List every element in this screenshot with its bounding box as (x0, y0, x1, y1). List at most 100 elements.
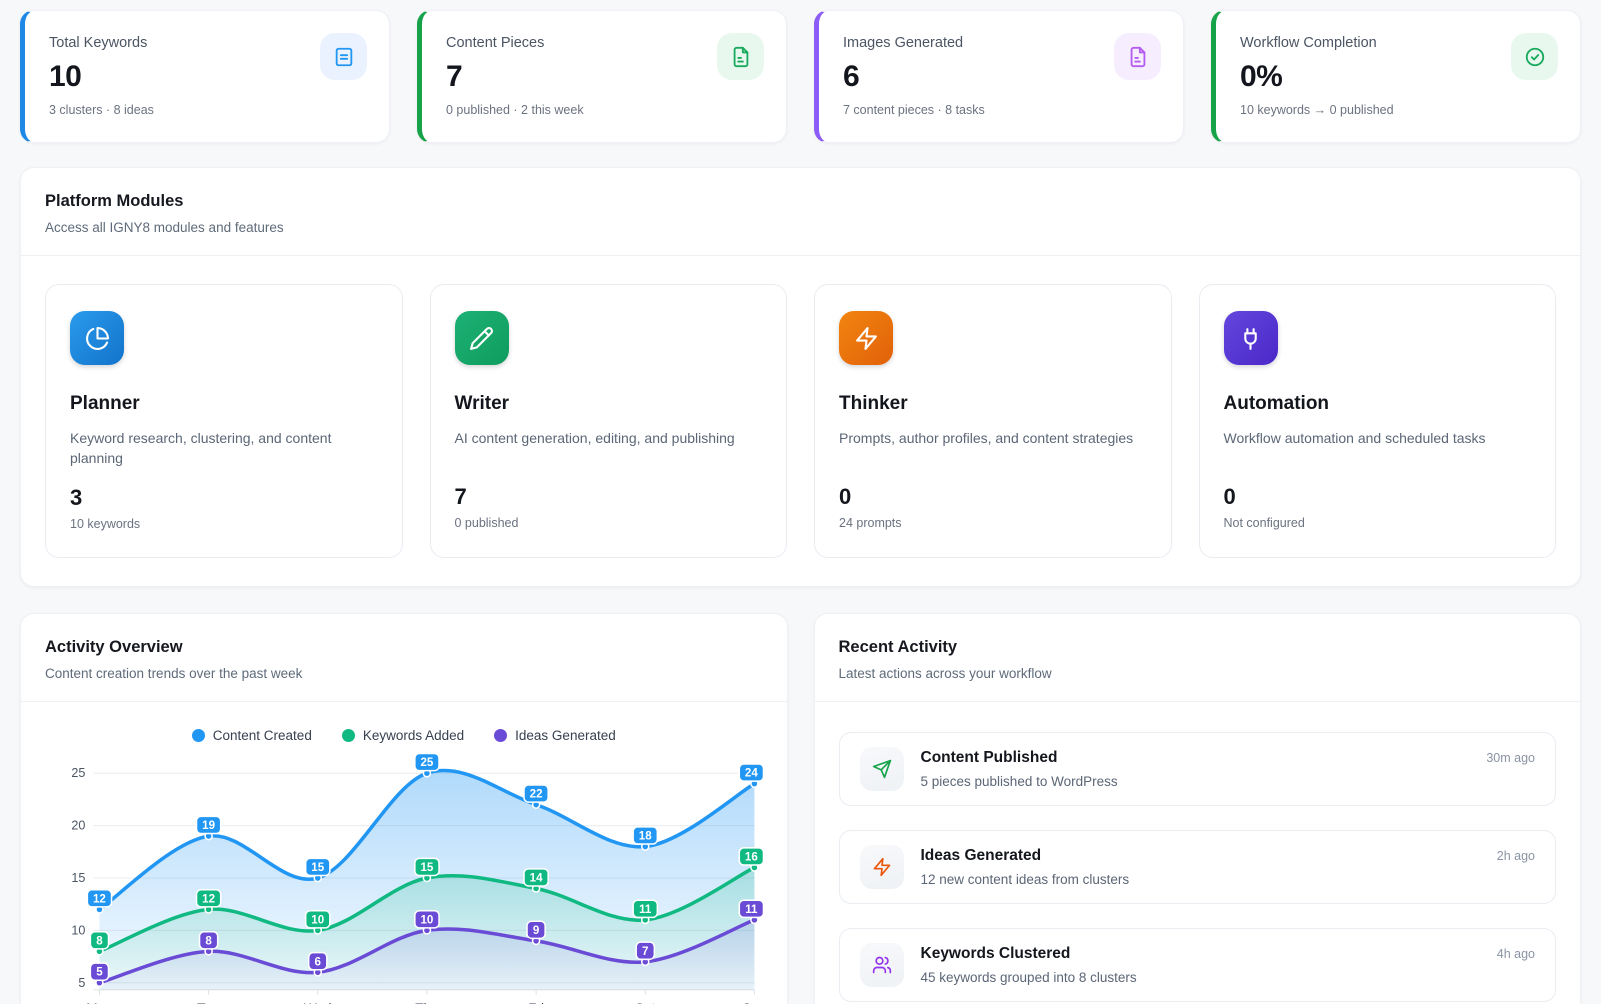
platform-modules-header: Platform Modules Access all IGNY8 module… (21, 168, 1580, 256)
legend-item[interactable]: Content Created (191, 727, 312, 743)
svg-text:6: 6 (315, 956, 322, 968)
activity-description: 12 new content ideas from clusters (920, 871, 1130, 887)
module-stat-value: 0 (839, 484, 852, 509)
activity-timestamp: 2h ago (1496, 848, 1535, 863)
svg-text:Sun: Sun (742, 1001, 764, 1004)
svg-text:20: 20 (71, 818, 85, 832)
stat-card-workflow-completion: Workflow Completion 0% 10 keywords → 0 p… (1211, 10, 1581, 143)
stats-row: Total Keywords 10 3 clusters · 8 ideas C… (20, 10, 1581, 143)
stat-value: 7 (446, 60, 463, 93)
legend-label: Keywords Added (362, 727, 465, 743)
legend-item[interactable]: Ideas Generated (494, 728, 616, 743)
recent-activity-header: Recent Activity Latest actions across yo… (814, 614, 1580, 702)
module-stat-label: 0 published (454, 516, 519, 530)
section-title: Recent Activity (838, 637, 958, 656)
legend-dot (341, 728, 355, 742)
stat-value: 10 (49, 60, 82, 93)
stat-label: Content Pieces (446, 35, 545, 51)
activity-title: Keywords Clustered (920, 944, 1071, 962)
notes-list-icon (320, 33, 367, 80)
svg-text:10: 10 (71, 923, 85, 937)
file-image-icon (1114, 33, 1161, 80)
lightning-icon (859, 844, 904, 889)
bottom-row: Activity Overview Content creation trend… (20, 612, 1581, 1004)
module-card-writer[interactable]: Writer AI content generation, editing, a… (429, 284, 787, 558)
svg-text:5: 5 (78, 975, 85, 989)
activity-description: 45 keywords grouped into 8 clusters (920, 969, 1137, 985)
module-card-planner[interactable]: Planner Keyword research, clustering, an… (45, 284, 403, 558)
svg-text:24: 24 (745, 767, 758, 779)
stat-value: 6 (843, 60, 860, 93)
recent-activity-panel: Recent Activity Latest actions across yo… (813, 612, 1581, 1004)
legend-item[interactable]: Keywords Added (341, 727, 465, 743)
svg-text:Tue: Tue (197, 1001, 220, 1004)
legend-dot (191, 728, 205, 742)
pie-chart-icon (70, 311, 124, 365)
section-subtitle: Content creation trends over the past we… (45, 665, 303, 681)
svg-text:12: 12 (93, 893, 106, 905)
stat-subtext: 10 keywords → 0 published (1240, 103, 1394, 117)
legend-label: Ideas Generated (515, 727, 616, 743)
stat-subtext: 7 content pieces · 8 tasks (843, 103, 985, 117)
module-description: Workflow automation and scheduled tasks (1223, 430, 1486, 446)
stat-card-images-generated: Images Generated 6 7 content pieces · 8 … (814, 10, 1184, 143)
svg-text:25: 25 (71, 766, 85, 780)
module-description: Prompts, author profiles, and content st… (839, 430, 1134, 446)
legend-label: Content Created (212, 727, 312, 743)
stat-subtext: 3 clusters · 8 ideas (49, 103, 154, 117)
section-title: Activity Overview (45, 637, 183, 656)
svg-text:14: 14 (530, 872, 543, 884)
plug-icon (1223, 311, 1278, 365)
module-stat-value: 7 (454, 484, 467, 509)
legend-dot (494, 728, 508, 742)
svg-text:12: 12 (202, 893, 215, 905)
activity-timestamp: 30m ago (1486, 750, 1535, 765)
module-stat-value: 3 (70, 484, 83, 510)
svg-text:18: 18 (639, 830, 652, 842)
section-title: Platform Modules (45, 192, 184, 210)
section-subtitle: Access all IGNY8 modules and features (45, 220, 284, 235)
module-name: Thinker (839, 393, 908, 414)
module-card-automation[interactable]: Automation Workflow automation and sched… (1198, 284, 1556, 558)
svg-text:10: 10 (420, 914, 433, 926)
module-description: AI content generation, editing, and publ… (454, 430, 735, 446)
stat-label: Total Keywords (49, 35, 148, 51)
svg-text:10: 10 (311, 914, 324, 926)
lightning-icon (839, 311, 893, 365)
svg-text:Wed: Wed (304, 1001, 332, 1004)
svg-text:15: 15 (71, 871, 85, 885)
check-circle-icon (1511, 33, 1558, 80)
svg-text:11: 11 (639, 903, 652, 915)
svg-text:Fri: Fri (528, 1001, 544, 1004)
pencil-icon (454, 311, 509, 365)
module-stat-label: Not configured (1223, 516, 1305, 530)
stat-value: 0% (1240, 60, 1283, 93)
line-chart[interactable]: 5 10 15 20 25 Mon Tue Wed Thu Fri Sat Sun 12 19 15 25 22… (43, 747, 765, 1004)
svg-text:25: 25 (420, 757, 433, 769)
module-stat-value: 0 (1223, 484, 1236, 509)
activity-description: 5 pieces published to WordPress (920, 773, 1118, 789)
activity-list: Content Published 5 pieces published to … (815, 702, 1581, 1004)
svg-text:22: 22 (530, 788, 543, 800)
activity-item-content-published[interactable]: Content Published 5 pieces published to … (838, 731, 1556, 806)
svg-text:9: 9 (533, 924, 540, 936)
svg-text:Sat: Sat (635, 1001, 656, 1004)
svg-text:16: 16 (745, 851, 758, 863)
svg-text:15: 15 (420, 862, 433, 874)
activity-timestamp: 4h ago (1496, 946, 1535, 961)
svg-text:15: 15 (311, 862, 324, 874)
activity-item-ideas-generated[interactable]: Ideas Generated 12 new content ideas fro… (838, 829, 1556, 904)
file-edit-icon (717, 33, 764, 80)
activity-body: Ideas Generated 12 new content ideas fro… (921, 847, 1480, 887)
svg-text:Mon: Mon (86, 1001, 112, 1004)
module-name: Planner (70, 393, 140, 414)
modules-grid: Planner Keyword research, clustering, an… (21, 256, 1580, 586)
svg-text:19: 19 (202, 820, 215, 832)
activity-title: Ideas Generated (920, 846, 1042, 864)
activity-body: Keywords Clustered 45 keywords grouped i… (921, 945, 1480, 985)
users-icon (859, 942, 904, 987)
module-stat-label: 24 prompts (839, 516, 902, 530)
module-card-thinker[interactable]: Thinker Prompts, author profiles, and co… (814, 284, 1172, 558)
activity-item-keywords-clustered[interactable]: Keywords Clustered 45 keywords grouped i… (838, 927, 1556, 1002)
